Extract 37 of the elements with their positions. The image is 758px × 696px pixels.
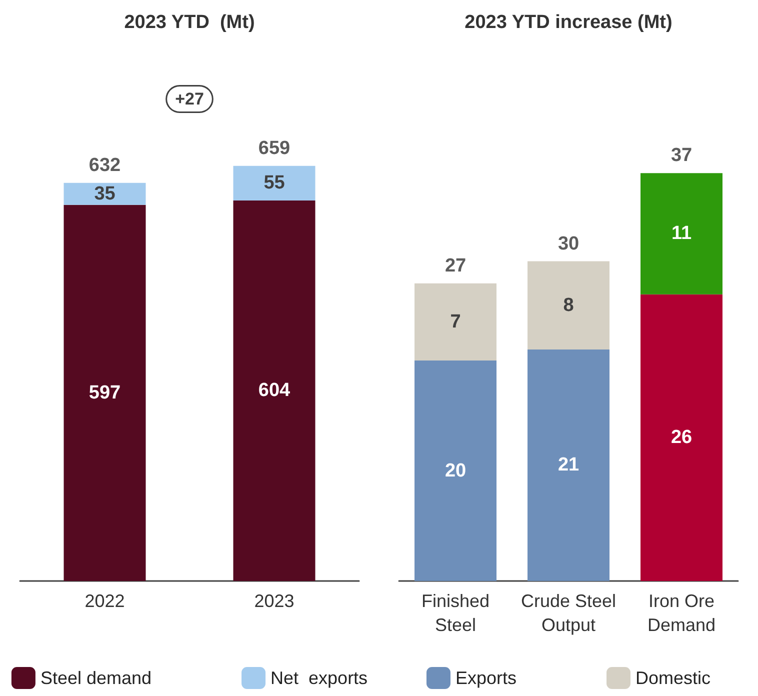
legend-label: Steel demand (40, 668, 152, 688)
bar (640, 294, 722, 581)
legend-label: Exports (455, 668, 517, 688)
data-label: 597 (88, 382, 121, 404)
bar (64, 182, 146, 205)
text: +27 (175, 90, 204, 108)
total-label: 37 (670, 145, 692, 166)
x-tick-label: Finished Steel (421, 591, 490, 635)
data-label: 26 (670, 427, 692, 448)
total-label: 27 (444, 255, 466, 276)
legend-label: Net exports (270, 668, 368, 688)
data-label: 7 (450, 311, 461, 332)
x-tick-label: 2022 (84, 591, 125, 611)
bar (528, 261, 610, 350)
bar (64, 204, 146, 581)
total-label: 632 (88, 154, 121, 176)
data-label: 8 (563, 294, 574, 316)
data-label: 21 (558, 454, 580, 476)
chart-title: 2023 YTD (Mt) (124, 12, 255, 33)
chart-title: 2023 YTD increase (Mt) (464, 12, 672, 33)
data-label: 35 (94, 183, 116, 204)
legend-label: Domestic (636, 668, 711, 688)
x-tick-label: Iron Ore Demand (647, 591, 716, 635)
total-label: 659 (258, 138, 290, 159)
bar (414, 283, 496, 360)
bar (414, 360, 496, 581)
bar (233, 166, 316, 200)
bar (528, 349, 610, 581)
bar (233, 200, 316, 581)
data-label: 11 (671, 223, 692, 244)
data-label: 55 (264, 172, 286, 194)
x-tick-label: 2023 (254, 591, 294, 611)
bar (640, 173, 722, 294)
x-tick-label: Crude Steel Output (520, 591, 616, 635)
data-label: 20 (444, 460, 466, 482)
total-label: 30 (558, 233, 580, 254)
data-label: 604 (258, 380, 291, 402)
